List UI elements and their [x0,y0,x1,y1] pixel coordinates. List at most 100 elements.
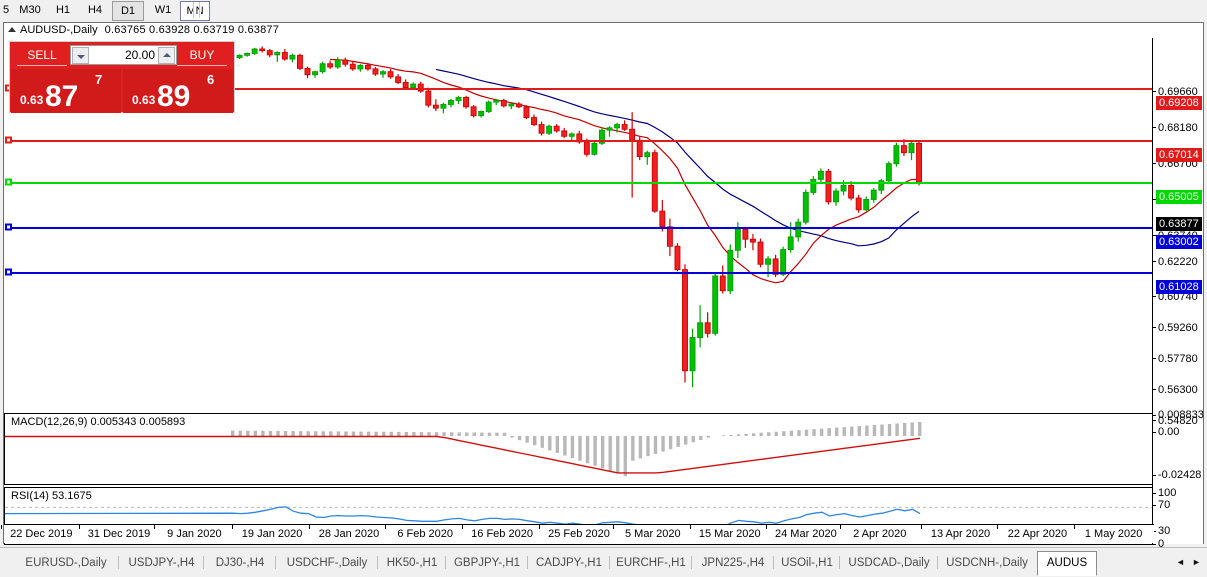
candle [327,60,334,69]
price-tick [1153,199,1156,200]
price-tick-label: 0.68180 [1158,122,1198,134]
macd-pane[interactable]: MACD(12,26,9) 0.005343 0.005893 [4,413,1154,485]
level-handle-support-65005[interactable] [5,178,12,186]
candle [591,141,598,156]
symbol-tab-usdchfdaily[interactable]: USDCHF-,Daily [286,557,368,569]
sell-price-button[interactable]: 0.63 87 7 [11,69,121,113]
buy-button[interactable]: BUY [177,45,227,66]
timeframe-button-d1[interactable]: D1 [112,1,144,21]
level-line-resistance-69208[interactable] [6,88,1154,90]
symbol-tab-jpn225h4[interactable]: JPN225-,H4 [701,557,765,569]
date-tick-label: 15 Mar 2020 [698,528,761,540]
level-line-level-61028[interactable] [6,272,1154,274]
macd-histogram-bar [404,431,409,436]
candle [817,168,824,185]
macd-histogram-bar [540,436,544,448]
symbol-tab-usoilh1[interactable]: USOil-,H1 [781,557,833,569]
candle [878,178,885,195]
timeframe-button-mn[interactable]: MN [180,1,210,21]
timeframe-button-h1[interactable]: H1 [55,4,71,16]
symbol-tab-eurchfh1[interactable]: EURCHF-,H1 [616,557,686,569]
date-scale[interactable]: 22 Dec 2019 31 Dec 2019 9 Jan 2020 19 Jan 2… [1,524,1154,543]
symbol-tab-dj30h4[interactable]: DJ30-,H4 [215,557,265,569]
level-line-support-65005[interactable] [6,182,1154,184]
tab-scroll-right-button[interactable]: ► [1192,557,1201,567]
candle [334,57,341,69]
indicator-scale-label: 0.00 [1158,426,1180,438]
candle [810,176,817,195]
macd-histogram-bar [336,431,341,436]
candle [432,99,439,112]
candle [689,328,696,388]
symbol-tab-usdcnhdaily[interactable]: USDCNH-,Daily [946,557,1028,569]
candle [750,233,756,251]
symbol-tab-usdjpyh4[interactable]: USDJPY-,H4 [128,557,195,569]
macd-histogram-bar [842,427,846,436]
symbol-tab-audus[interactable]: AUDUS [1037,551,1097,576]
timeframe-button-h4[interactable]: H4 [87,4,103,16]
symbol-tab-hk50h1[interactable]: HK50-,H1 [386,557,438,569]
price-pane[interactable] [4,38,1154,411]
symbol-tab-cadjpyh1[interactable]: CADJPY-,H1 [535,557,603,569]
buy-price-button[interactable]: 0.63 89 6 [123,69,233,113]
symbol-tab-usdcaddaily[interactable]: USDCAD-,Daily [848,557,930,569]
candle [908,141,915,161]
macd-histogram-bar [835,427,839,436]
timeframe-button-m30[interactable]: M30 [19,4,41,16]
macd-histogram-bar [366,431,371,436]
level-line-level-63002[interactable] [6,227,1154,229]
symbol-tab-separator [377,556,378,569]
macd-histogram-bar [638,436,643,459]
candle [659,199,666,232]
price-level-badge-level[interactable]: 0.63002 [1156,235,1202,249]
candle [297,53,303,71]
timeframe-button-5[interactable]: 5 [2,4,10,16]
price-level-badge-resistance[interactable]: 0.69208 [1156,96,1202,110]
price-level-badge-last-price[interactable]: 0.63877 [1156,217,1202,231]
date-tick-label: 5 Mar 2020 [624,528,681,540]
date-tick-label: 22 Apr 2020 [1007,528,1068,540]
timeframe-button-w1[interactable]: W1 [154,4,172,16]
symbol-tab-eurusddaily[interactable]: EURUSD-,Daily [25,557,107,569]
collapse-triangle-icon[interactable] [8,26,16,32]
sell-button[interactable]: SELL [17,45,67,66]
candle [561,127,568,138]
level-line-resistance-67014[interactable] [6,140,1154,142]
price-level-badge-level[interactable]: 0.61028 [1156,280,1202,294]
macd-histogram-bar [351,431,356,436]
candle [727,244,734,294]
level-handle-level-61028[interactable] [5,268,12,276]
candle [742,226,749,248]
volume-increase-button[interactable] [158,47,175,64]
macd-histogram-bar [570,436,575,459]
macd-histogram-bar [291,431,295,436]
indicator-scale-tick [1153,544,1156,545]
price-tick-label: 0.69660 [1158,86,1198,98]
macd-histogram-bar [389,431,393,436]
symbol-tab-gbpjpyh1[interactable]: GBPJPY-,H1 [453,557,521,569]
macd-histogram-bar [246,430,250,436]
level-handle-resistance-67014[interactable] [5,136,12,144]
date-tick-label: 6 Feb 2020 [397,528,453,540]
symbol-tab-bar[interactable]: EURUSD-,Daily USDJPY-,H4 DJ30-,H4 USDCHF-,D… [0,547,1207,577]
symbol-tab-separator [839,556,840,569]
price-tick-label: 0.56300 [1158,384,1198,396]
macd-histogram-bar [661,436,665,452]
candle [546,124,553,135]
tab-scroll-left-button[interactable]: ◄ [1176,557,1185,567]
macd-histogram-bar [502,432,507,436]
chart-area[interactable]: AUDUSD-,Daily 0.63765 0.63928 0.63719 0.6… [1,22,1204,550]
candle [455,95,462,104]
price-scale[interactable]: 0.696600.681800.667000.652200.637400.622… [1152,38,1204,550]
macd-histogram-bar [751,433,756,436]
macd-histogram-bar [676,436,680,447]
date-tick [309,525,310,529]
volume-input[interactable]: 20.00 [70,45,177,65]
price-level-badge-resistance[interactable]: 0.67014 [1156,148,1202,162]
level-handle-level-63002[interactable] [5,223,12,231]
one-click-trading-panel[interactable]: SELL 20.00 BUY 0.63 87 7 0.63 89 6 [9,41,235,113]
macd-histogram-bar [827,428,831,436]
price-level-badge-support[interactable]: 0.65005 [1156,190,1202,204]
volume-decrease-button[interactable] [72,47,89,64]
